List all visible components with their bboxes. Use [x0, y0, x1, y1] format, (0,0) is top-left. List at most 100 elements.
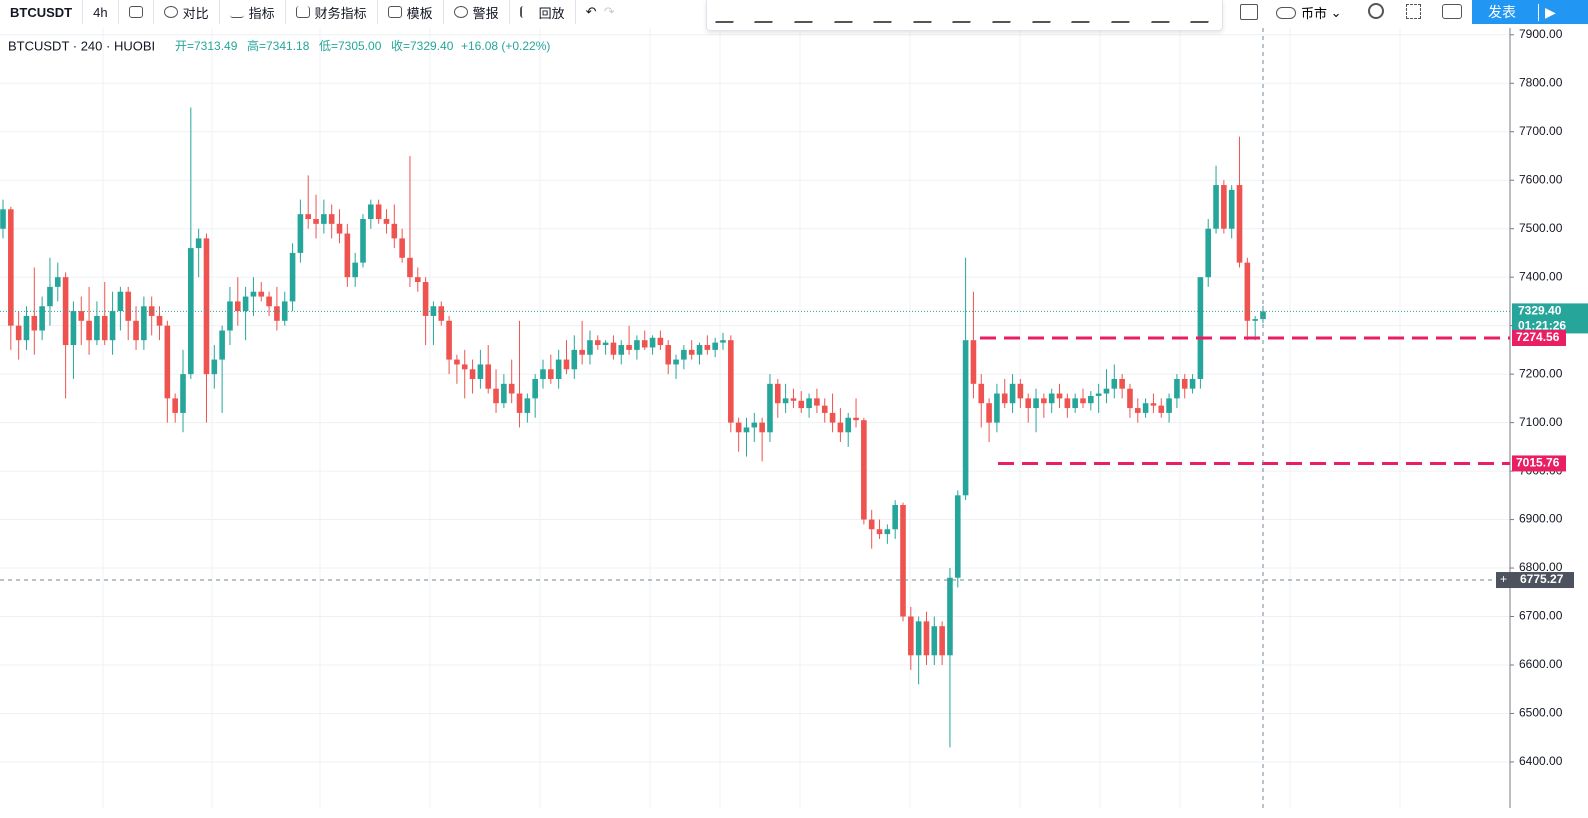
candle-body — [774, 383, 781, 404]
tool[interactable] — [912, 7, 937, 23]
candle-body — [1033, 398, 1039, 409]
candle-body — [1080, 398, 1086, 404]
candle-body — [391, 223, 398, 239]
tool[interactable] — [794, 7, 818, 23]
candle-body — [0, 209, 6, 229]
candle-body — [1103, 388, 1110, 394]
tool[interactable] — [754, 7, 779, 23]
candle-body — [579, 349, 585, 355]
candle-body — [798, 400, 805, 409]
tool[interactable] — [833, 7, 858, 23]
layout-button[interactable] — [1240, 4, 1258, 20]
candle-body — [164, 325, 171, 399]
tool[interactable] — [992, 7, 1016, 23]
y-tick-label: 7300.00 — [1519, 318, 1563, 332]
tool[interactable] — [1190, 7, 1215, 23]
last-price-tag — [1512, 303, 1588, 334]
candle-body — [931, 626, 938, 656]
candle-body — [829, 412, 836, 423]
candle-body — [368, 204, 374, 220]
candle-body — [39, 306, 45, 331]
candle-body — [704, 345, 711, 350]
chart-style[interactable] — [119, 0, 154, 24]
label: 指标 — [248, 5, 275, 21]
candle-body — [563, 359, 570, 370]
replay[interactable]: 回放 — [510, 0, 576, 24]
candle-body — [908, 616, 914, 656]
candle-body — [54, 277, 61, 287]
interval[interactable]: 4h — [83, 0, 119, 24]
indicators[interactable]: 指标 — [220, 0, 286, 24]
symbol[interactable]: BTCUSDT — [0, 0, 84, 24]
templates[interactable]: 模板 — [378, 0, 444, 24]
candle-body — [156, 315, 163, 326]
candle-body — [548, 369, 554, 379]
settings[interactable] — [1368, 3, 1384, 19]
publish-button[interactable]: 发表 ▶ — [1472, 0, 1588, 24]
compare[interactable]: 对比 — [154, 0, 220, 24]
tool[interactable] — [873, 7, 898, 23]
market-select[interactable]: 币市 ⌄ — [1276, 3, 1342, 22]
candle-body — [180, 374, 186, 413]
fullscreen[interactable] — [1406, 4, 1421, 19]
candle-body — [954, 495, 961, 578]
candle-body — [1158, 405, 1165, 413]
candle-body — [728, 340, 734, 423]
candle-body — [250, 291, 257, 297]
y-tick-label: 7500.00 — [1519, 221, 1563, 235]
candle-body — [430, 306, 437, 316]
candle-body — [532, 378, 538, 399]
tool[interactable] — [1031, 7, 1056, 23]
tool[interactable] — [714, 7, 739, 23]
tool[interactable] — [1110, 7, 1135, 23]
tool[interactable] — [1071, 7, 1096, 23]
candle-body — [438, 306, 445, 321]
y-tick-label: 6500.00 — [1519, 706, 1563, 720]
y-tick-label: 6400.00 — [1519, 754, 1563, 768]
candle-body — [1142, 403, 1149, 413]
candle-body — [1127, 388, 1133, 409]
candle-body — [133, 320, 139, 341]
candle-body — [1260, 311, 1266, 320]
candle-body — [712, 342, 718, 350]
candle-body — [1213, 185, 1219, 229]
crosshair-plus — [1496, 572, 1512, 589]
candle-body — [641, 340, 648, 348]
candle-body — [853, 417, 859, 421]
candle-body — [1252, 319, 1258, 321]
candle-body — [1095, 393, 1102, 396]
candle-body — [665, 345, 672, 365]
candle-body — [657, 337, 664, 346]
screenshot[interactable] — [1442, 4, 1462, 19]
alerts[interactable]: 警报 — [444, 0, 510, 24]
candle-body — [86, 320, 92, 341]
candle-body — [516, 393, 523, 413]
candle-body — [602, 342, 609, 346]
candle-body — [148, 306, 155, 316]
candle-body — [845, 417, 852, 433]
candle-body — [610, 342, 617, 355]
tool[interactable] — [1150, 7, 1175, 23]
candle-body — [31, 315, 38, 331]
toolbar: BTCUSDT 4h 对比 指标 财务指标 模板 警报 回放 ↶ ↷ — [0, 0, 1588, 24]
label: 发表 — [1488, 4, 1516, 20]
candle-body — [1221, 185, 1227, 229]
candle-body — [790, 398, 797, 401]
y-tick-label: 6600.00 — [1519, 657, 1563, 671]
candle-body — [892, 505, 898, 530]
candle-body — [735, 422, 742, 433]
candle-body — [696, 345, 703, 355]
undo-redo[interactable]: ↶ ↷ — [585, 4, 615, 19]
candle-body — [923, 621, 930, 656]
tool[interactable] — [952, 7, 977, 23]
candle-body — [336, 223, 343, 234]
candle-body — [743, 427, 750, 433]
last-price-label: 7329.40 — [1518, 304, 1562, 318]
candle-body — [900, 505, 906, 617]
financials[interactable]: 财务指标 — [286, 0, 378, 24]
label: 对比 — [182, 5, 209, 21]
candle-body — [767, 383, 773, 433]
ohlc-change: +16.08 (+0.22%) — [461, 39, 550, 53]
candle-body — [618, 345, 625, 355]
